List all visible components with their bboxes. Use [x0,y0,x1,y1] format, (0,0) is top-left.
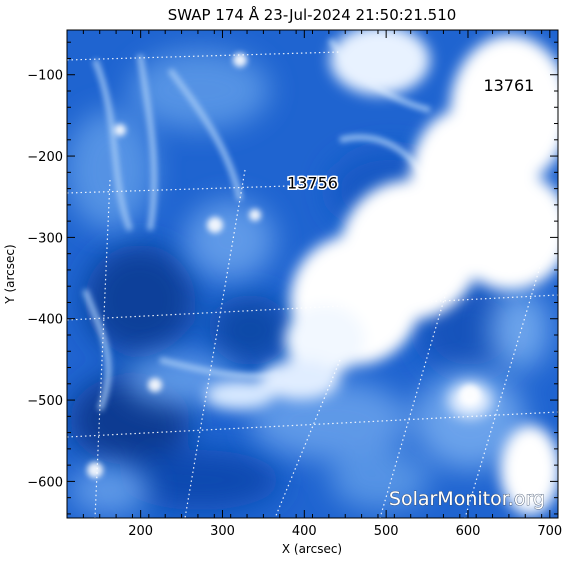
active-region-labels: 13761 13756 [286,75,536,195]
x-tick-label: 600 [456,524,481,539]
x-axis-title: X (arcsec) [282,542,342,556]
bright-active-regions [205,30,558,515]
y-tick-label: −100 [27,69,63,84]
active-region-label: 13756 [287,174,338,193]
heliographic-grid [67,51,558,518]
diffuse-emission [67,50,550,515]
y-tick-label: −600 [27,475,63,490]
x-axis-ticks: 200 300 400 500 600 700 [66,30,562,539]
euv-image [67,30,558,518]
x-tick-label: 700 [537,524,562,539]
y-axis-title: Y (arcsec) [3,244,17,304]
bright-kernels [87,53,480,478]
x-tick-label: 400 [292,524,317,539]
y-tick-label: −300 [27,231,63,246]
x-tick-label: 200 [128,524,153,539]
x-tick-label: 500 [374,524,399,539]
y-tick-label: −500 [27,394,63,409]
y-tick-label: −400 [27,313,63,328]
active-region-label: 13761 [483,76,534,95]
credit-watermark: SolarMonitor.org [389,488,545,510]
x-tick-label: 300 [210,524,235,539]
y-axis-ticks: −100 −200 −300 −400 −500 −600 [27,41,558,515]
y-tick-label: −200 [27,150,63,165]
map-title: SWAP 174 Å 23-Jul-2024 21:50:21.510 [168,5,457,24]
